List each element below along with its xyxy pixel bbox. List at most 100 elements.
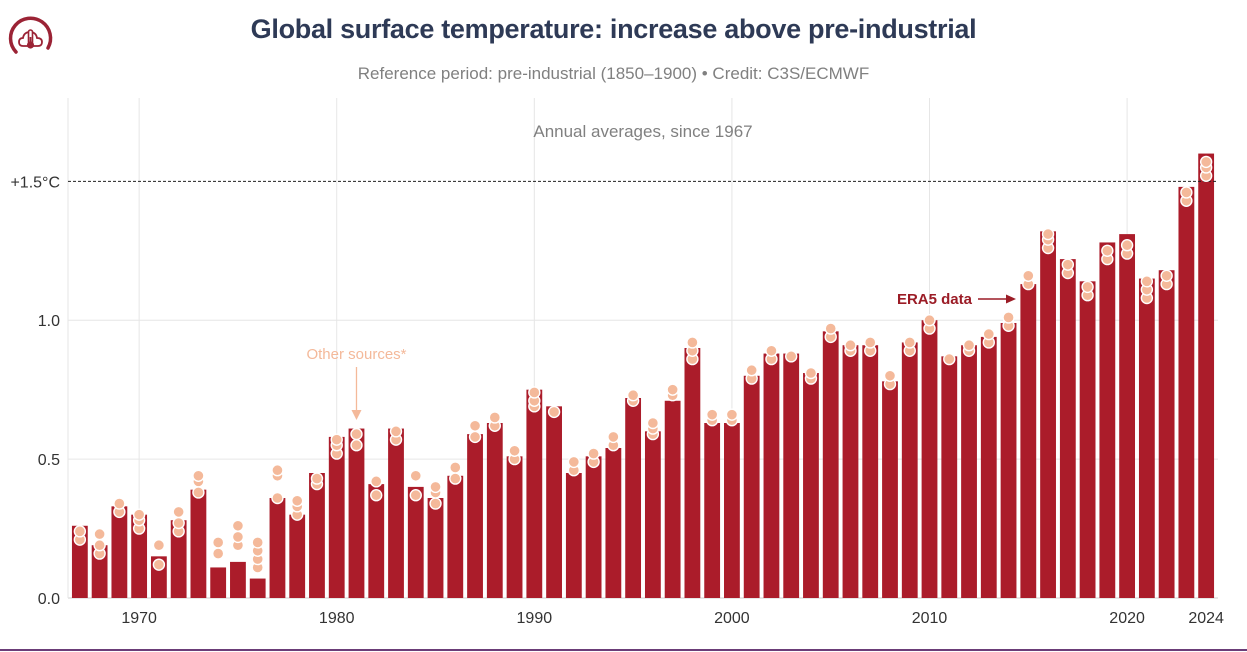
other-source-dot xyxy=(429,497,442,510)
other-source-dot xyxy=(982,327,995,341)
bar-1995 xyxy=(625,398,642,598)
bar-1994 xyxy=(605,448,622,598)
other-source-dot xyxy=(350,439,363,452)
other-source-dot xyxy=(508,444,521,457)
bar-2007 xyxy=(862,345,879,598)
other-source-dots xyxy=(73,155,1213,574)
other-source-dot xyxy=(1041,227,1055,241)
bar-1986 xyxy=(447,475,464,598)
other-source-dot xyxy=(192,469,205,482)
bar-2000 xyxy=(724,423,740,598)
other-source-dot xyxy=(172,505,185,519)
bar-1992 xyxy=(565,473,582,598)
x-tick-label: 2010 xyxy=(912,610,948,627)
other-source-dot xyxy=(1180,186,1193,199)
other-source-dot xyxy=(271,464,284,477)
other-source-dot xyxy=(626,389,640,402)
bar-1972 xyxy=(170,520,187,598)
x-tick-label: 2020 xyxy=(1109,610,1145,627)
other-source-dot xyxy=(824,322,837,335)
other-source-dot xyxy=(784,350,798,363)
other-source-dot xyxy=(211,536,225,549)
bar-2003 xyxy=(783,353,800,598)
bar-2011 xyxy=(941,356,958,598)
bar-2009 xyxy=(901,342,918,598)
other-source-dot xyxy=(864,336,877,349)
other-source-dot xyxy=(370,475,383,488)
bar-1981 xyxy=(348,428,365,598)
other-source-dot xyxy=(686,336,699,349)
other-source-dot xyxy=(449,472,462,485)
other-source-dot xyxy=(409,489,422,502)
other-source-dot xyxy=(725,408,739,421)
bar-1979 xyxy=(309,473,325,598)
bar-2017 xyxy=(1059,259,1076,598)
other-source-dot xyxy=(745,364,758,377)
x-tick-label: 2000 xyxy=(714,610,750,627)
other-source-dot xyxy=(1199,155,1213,169)
other-source-dot xyxy=(310,472,324,485)
bar-2021 xyxy=(1138,278,1155,598)
threshold-label: +1.5°C xyxy=(10,174,60,191)
other-sources-label: Other sources* xyxy=(306,346,406,363)
other-source-dot xyxy=(567,455,581,469)
other-source-dot xyxy=(765,344,778,357)
other-source-dot xyxy=(883,369,897,382)
other-source-dot xyxy=(429,480,442,494)
other-source-dot xyxy=(251,536,264,549)
y-tick-label: 0.0 xyxy=(38,591,60,608)
other-source-dot xyxy=(666,383,679,396)
bar-2024 xyxy=(1198,153,1215,599)
other-source-dot xyxy=(1002,311,1015,324)
bar-1999 xyxy=(704,423,721,598)
bar-1991 xyxy=(546,406,562,598)
y-tick-label: 0.5 xyxy=(38,452,60,469)
other-source-dot xyxy=(449,461,462,474)
other-source-dot xyxy=(528,386,541,399)
other-source-dot xyxy=(330,433,343,446)
bottom-rule xyxy=(0,649,1247,651)
other-source-dot xyxy=(1140,275,1154,288)
bar-2012 xyxy=(961,345,977,598)
x-tick-label: 1990 xyxy=(517,610,553,627)
y-tick-label: 1.0 xyxy=(38,313,60,330)
bar-1982 xyxy=(368,484,385,598)
other-source-dot xyxy=(73,525,87,538)
other-source-dot xyxy=(844,339,857,352)
chart-subtitle: Reference period: pre-industrial (1850–1… xyxy=(357,64,870,83)
bar-1993 xyxy=(585,456,602,598)
chart-inner-subtitle: Annual averages, since 1967 xyxy=(533,122,752,141)
bar-1998 xyxy=(684,348,701,598)
other-source-dot xyxy=(389,425,403,438)
bar-2014 xyxy=(1000,323,1017,598)
other-source-dot xyxy=(488,411,502,424)
bar-2016 xyxy=(1040,231,1056,599)
bar-1987 xyxy=(467,434,483,598)
bar-1978 xyxy=(289,514,306,598)
annotations: Annual averages, since 1967 Other sources… xyxy=(306,122,1016,420)
bar-2002 xyxy=(763,353,780,598)
other-source-dot xyxy=(962,339,976,352)
bar-2023 xyxy=(1178,186,1195,598)
cloud-thermometer-icon xyxy=(8,16,53,54)
bar-2020 xyxy=(1119,234,1136,598)
bar-2022 xyxy=(1158,270,1175,598)
bar-1990 xyxy=(526,389,543,598)
axis-labels: 0.0 0.5 1.0 +1.5°C 1970 1980 1990 2000 2010 2020 2… xyxy=(10,174,1224,627)
other-source-dot xyxy=(1022,269,1035,282)
other-source-dot xyxy=(468,419,482,432)
other-source-dot xyxy=(152,539,166,552)
other-source-dot xyxy=(1081,280,1094,294)
other-source-dot xyxy=(152,558,166,571)
other-source-dot xyxy=(943,352,956,366)
bar-1977 xyxy=(269,498,286,598)
x-tick-label: 2024 xyxy=(1188,610,1224,627)
other-source-dot xyxy=(1061,258,1075,271)
other-source-dot xyxy=(291,494,304,507)
other-source-dot xyxy=(804,366,818,380)
other-source-dot xyxy=(211,547,225,560)
bar-1974 xyxy=(210,567,227,598)
other-source-dot xyxy=(113,497,126,510)
bar-1975 xyxy=(230,561,246,598)
